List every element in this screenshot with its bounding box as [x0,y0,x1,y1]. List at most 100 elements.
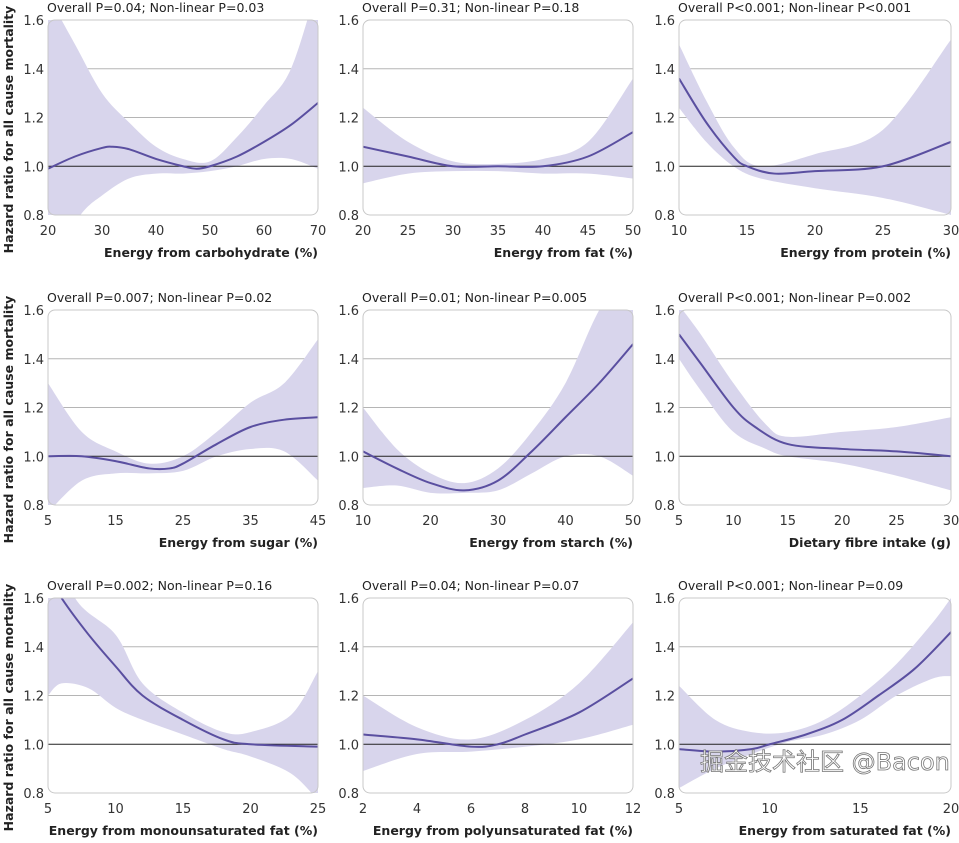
x-tick-label: 70 [310,224,327,239]
x-tick-label: 6 [467,802,475,817]
y-tick-label: 1.6 [23,304,44,319]
x-tick-label: 40 [535,224,552,239]
hazard-ratio-line [48,416,318,471]
panel-title: Overall P=0.31; Non-linear P=0.18 [362,0,579,15]
x-tick-label: 10 [725,514,742,529]
y-tick-label: 1.2 [654,112,675,127]
x-tick-label: 20 [422,514,439,529]
x-tick-label: 10 [355,514,372,529]
confidence-band [679,310,951,491]
y-tick-label: 1.2 [338,402,359,417]
x-tick-label: 15 [780,514,797,529]
x-axis-label: Dietary fibre intake (g) [789,535,951,550]
confidence-band [363,78,633,184]
y-tick-label: 1.4 [23,353,44,368]
panel-title: Overall P<0.001; Non-linear P=0.09 [678,578,903,593]
x-axis-label: Energy from monounsaturated fat (%) [49,823,318,838]
confidence-band [48,20,318,215]
x-tick-label: 10 [107,802,124,817]
x-tick-label: 35 [242,514,259,529]
panel-4: 0.8 1.0 1.2 1.4 1.6 10 20 30 40 50 Overall P=0.01;… [338,290,642,550]
confidence-band [679,39,951,215]
x-tick-label: 35 [490,224,507,239]
panel-title: Overall P<0.001; Non-linear P=0.002 [678,290,911,305]
y-tick-label: 1.6 [338,592,359,607]
y-tick-label: 1.2 [23,112,44,127]
x-tick-label: 2 [359,802,367,817]
x-tick-label: 50 [625,514,642,529]
y-tick-label: 1.0 [338,160,359,175]
x-tick-label: 50 [202,224,219,239]
panel-1: 0.8 1.0 1.2 1.4 1.6 20 25 30 35 40 45 50 Overall P=0… [338,0,641,260]
x-tick-label: 12 [625,802,642,817]
x-tick-label: 30 [490,514,507,529]
y-tick-label: 0.8 [23,499,44,514]
x-axis-label: Energy from protein (%) [780,245,951,260]
x-tick-label: 5 [675,802,683,817]
x-tick-label: 8 [521,802,529,817]
hazard-ratio-line [363,677,633,748]
plot-frame [362,19,634,216]
hazard-ratio-line [363,131,633,168]
y-tick-label: 1.2 [338,690,359,705]
y-tick-label: 1.2 [338,112,359,127]
x-tick-label: 60 [256,224,273,239]
y-tick-label: 1.0 [23,738,44,753]
y-tick-label: 0.8 [338,787,359,802]
y-tick-label: 1.4 [23,63,44,78]
y-tick-label: 0.8 [23,209,44,224]
y-axis-label: Hazard ratio for all cause mortality [1,584,16,832]
panel-2: 0.8 1.0 1.2 1.4 1.6 10 15 20 25 30 Overall P<0.001… [654,0,959,260]
y-tick-label: 1.4 [23,641,44,656]
y-tick-label: 1.4 [338,353,359,368]
y-tick-label: 1.6 [654,14,675,29]
watermark: 掘金技术社区 @Bacon [700,748,951,777]
y-tick-label: 1.6 [654,592,675,607]
x-tick-label: 10 [571,802,588,817]
x-axis-label: Energy from sugar (%) [159,535,318,550]
x-tick-label: 20 [807,224,824,239]
hazard-ratio-line [679,333,951,458]
x-tick-label: 5 [44,514,52,529]
confidence-band [679,598,951,789]
x-tick-label: 45 [580,224,597,239]
hazard-ratio-line [363,343,633,492]
x-tick-label: 15 [739,224,756,239]
y-tick-label: 1.4 [654,63,675,78]
y-tick-label: 0.8 [654,787,675,802]
y-tick-label: 1.0 [654,450,675,465]
x-tick-label: 20 [40,224,57,239]
plot-frame [678,309,952,506]
y-tick-label: 1.6 [654,304,675,319]
y-tick-label: 1.6 [338,304,359,319]
y-tick-label: 1.4 [654,353,675,368]
x-tick-label: 15 [175,802,192,817]
y-tick-label: 1.6 [23,14,44,29]
x-tick-label: 20 [355,224,372,239]
panel-title: Overall P=0.04; Non-linear P=0.07 [362,578,579,593]
x-tick-label: 45 [310,514,327,529]
confidence-band [48,598,318,793]
confidence-band [48,339,318,505]
panel-title: Overall P<0.001; Non-linear P<0.001 [678,0,911,15]
plot-frame [47,19,319,216]
y-tick-label: 1.4 [338,641,359,656]
y-tick-label: 0.8 [23,787,44,802]
hazard-ratio-line [679,77,951,175]
plot-frame [362,309,634,506]
x-tick-label: 30 [94,224,111,239]
confidence-band [363,310,633,494]
x-tick-label: 15 [107,514,124,529]
x-tick-label: 40 [148,224,165,239]
x-tick-label: 20 [943,802,959,817]
y-tick-label: 1.4 [338,63,359,78]
y-tick-label: 1.0 [654,160,675,175]
x-tick-label: 50 [625,224,642,239]
hazard-ratio-line [60,598,318,748]
plot-frame [47,309,319,506]
x-tick-label: 25 [310,802,327,817]
x-tick-label: 30 [943,224,959,239]
panel-title: Overall P=0.01; Non-linear P=0.005 [362,290,587,305]
plot-frame [362,597,634,794]
